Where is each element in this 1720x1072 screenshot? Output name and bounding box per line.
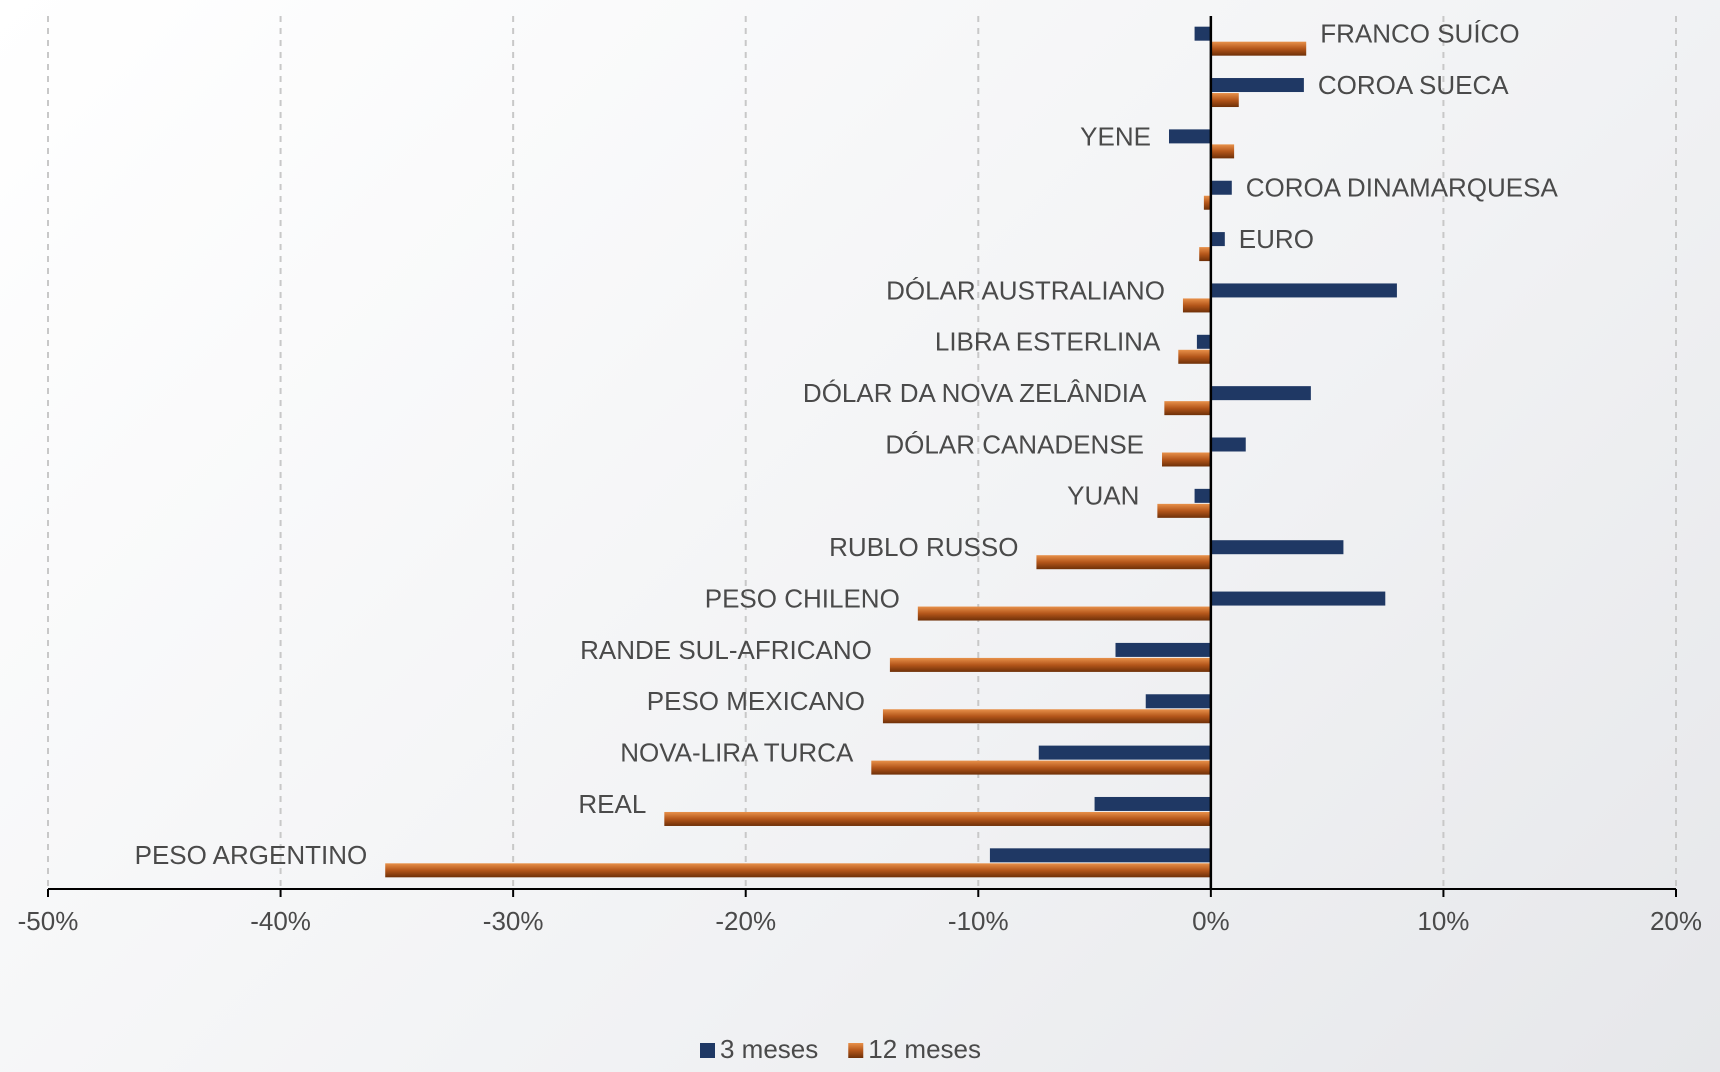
category-label: COROA SUECA <box>1318 70 1509 100</box>
bar <box>1210 591 1386 606</box>
bar <box>1210 180 1232 195</box>
bar <box>882 709 1211 724</box>
category-label: EURO <box>1239 224 1314 254</box>
x-tick-label: -40% <box>250 906 311 936</box>
x-tick-label: -30% <box>483 906 544 936</box>
bar <box>1157 503 1211 518</box>
bar <box>989 848 1211 863</box>
bar <box>1210 78 1304 93</box>
bar <box>1164 401 1211 416</box>
x-tick-label: -10% <box>948 906 1009 936</box>
x-tick-label: 0% <box>1192 906 1230 936</box>
category-label: NOVA-LIRA TURCA <box>620 737 854 767</box>
bar <box>1210 540 1344 555</box>
bar <box>1210 41 1307 56</box>
bar <box>1145 694 1211 709</box>
bar <box>1038 745 1211 760</box>
bar <box>1210 283 1397 298</box>
bar <box>1194 488 1211 503</box>
bar <box>664 811 1211 826</box>
bar <box>1115 642 1211 657</box>
category-label: YENE <box>1080 121 1151 151</box>
bar <box>889 657 1211 672</box>
bar <box>1196 334 1211 349</box>
bar <box>1194 26 1211 41</box>
category-label: RUBLO RUSSO <box>829 532 1018 562</box>
x-tick-label: -50% <box>18 906 79 936</box>
bar <box>1094 796 1211 811</box>
bar <box>1210 386 1311 401</box>
category-label: COROA DINAMARQUESA <box>1246 173 1559 203</box>
bar <box>1203 195 1211 210</box>
category-label: PESO CHILENO <box>705 583 900 613</box>
bar <box>1036 555 1211 570</box>
bar <box>1210 232 1225 247</box>
legend-swatch <box>848 1043 864 1058</box>
category-label: PESO ARGENTINO <box>135 840 368 870</box>
legend-swatch <box>700 1043 715 1058</box>
bar <box>1199 247 1211 262</box>
bar <box>1210 437 1246 452</box>
category-label: YUAN <box>1067 481 1139 511</box>
bar <box>1210 93 1239 108</box>
category-label: DÓLAR AUSTRALIANO <box>886 275 1165 305</box>
category-label: RANDE SUL-AFRICANO <box>580 635 872 665</box>
category-label: LIBRA ESTERLINA <box>935 327 1161 357</box>
bar <box>1182 298 1211 313</box>
x-tick-label: 10% <box>1417 906 1469 936</box>
category-label: FRANCO SUÍCO <box>1320 19 1519 49</box>
x-tick-label: 20% <box>1650 906 1702 936</box>
legend-label: 12 meses <box>868 1034 981 1064</box>
bar <box>917 606 1211 621</box>
category-label: REAL <box>578 789 646 819</box>
category-label: PESO MEXICANO <box>647 686 865 716</box>
category-label: DÓLAR CANADENSE <box>885 429 1144 459</box>
bar <box>1168 129 1211 144</box>
legend-label: 3 meses <box>720 1034 818 1064</box>
bar <box>1162 452 1211 467</box>
bar <box>871 760 1211 775</box>
x-tick-label: -20% <box>715 906 776 936</box>
bar <box>1210 144 1235 159</box>
category-label: DÓLAR DA NOVA ZELÂNDIA <box>803 378 1147 408</box>
bar <box>385 863 1211 878</box>
bar <box>1178 349 1211 364</box>
